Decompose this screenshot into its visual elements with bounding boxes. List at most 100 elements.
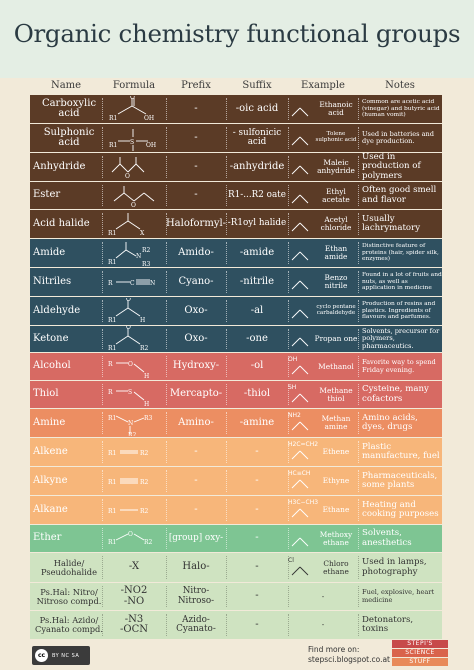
group-notes: Fuel, explosive, heart medicine <box>362 588 435 604</box>
column-divider <box>358 412 359 434</box>
group-example: Methoxy ethane <box>288 525 358 552</box>
column-divider <box>358 98 359 120</box>
example-formula-label: H3C−CH3 <box>288 499 319 506</box>
column-divider <box>358 441 359 463</box>
column-divider <box>358 185 359 206</box>
bond-line <box>115 533 129 540</box>
example-structure-icon <box>291 222 309 232</box>
amide-structure-icon: N R1 R2 R3 <box>108 242 151 266</box>
group-name: Amine <box>33 416 66 428</box>
column-divider <box>102 300 103 322</box>
example-bond <box>299 537 309 546</box>
bond-line <box>115 249 127 259</box>
alcohol-structure-icon: R O H <box>108 361 149 380</box>
alkene-structure-icon: R1 R2 <box>108 450 149 457</box>
group-example: Cl Chloro ethane <box>288 553 358 582</box>
group-example: OH Methanol <box>288 353 358 380</box>
group-example: Ethan amide <box>288 239 358 267</box>
group-suffix: -nitrile <box>239 275 275 287</box>
atom-label: C <box>130 280 135 287</box>
group-prefix: Halo- <box>182 561 210 573</box>
group-name: Halide/ Pseudohalide <box>41 557 97 577</box>
column-divider <box>288 98 289 120</box>
bond-line <box>111 163 121 173</box>
group-example: Tolene sulphonic acid <box>288 124 358 152</box>
group-example: Ethyl acetate <box>288 182 358 209</box>
blog-url[interactable]: stepsci.blogspot.co.at <box>308 655 390 665</box>
example-structure-icon <box>291 450 309 460</box>
atom-label: OH <box>144 115 154 122</box>
atom-label: R1 <box>108 345 116 352</box>
group-example: HC≡CH Ethyne <box>288 467 358 495</box>
column-divider <box>288 384 289 405</box>
column-divider <box>166 127 167 149</box>
group-formula: -NO2 -NO <box>120 585 148 607</box>
table-row: Aldehyde R1 H O Oxo- -al cyclo pentane carbald… <box>30 297 442 325</box>
example-structure: SH <box>288 384 314 406</box>
bond-line <box>133 192 145 201</box>
column-divider <box>166 356 167 377</box>
example-name: - <box>321 591 325 601</box>
bond-line <box>135 163 145 173</box>
example-name: Ethan amide <box>324 244 348 261</box>
example-name: - <box>321 620 325 630</box>
example-bond <box>299 365 309 374</box>
column-divider <box>358 127 359 149</box>
table-row: Amide N R1 R2 R3 Amido- -amide Ethan amide Disti… <box>30 239 442 267</box>
example-structure: H3C−CH3 <box>288 499 318 521</box>
group-notes: Common are acetic acid (vinegar) and but… <box>362 99 440 119</box>
group-formula: R S H <box>102 381 166 408</box>
sulphonic-acid-structure-icon: S R1 OH <box>109 129 156 151</box>
example-name: Propan one <box>314 334 358 344</box>
column-divider <box>102 614 103 636</box>
table-row: Ketone R1 R2 O Oxo- -one Propan one Solvents, p… <box>30 326 442 352</box>
table-row: Ps.Hal: Nitro/ Nitroso compd. -NO2 -NO Nit… <box>30 583 442 610</box>
atom-label: X <box>140 230 145 237</box>
column-divider <box>288 556 289 579</box>
group-example: H3C−CH3 Ethane <box>288 496 358 524</box>
example-structure-icon <box>291 136 309 146</box>
example-structure-icon <box>291 337 309 347</box>
bond-line <box>115 307 129 317</box>
column-divider <box>226 98 227 120</box>
atom-label: R1 <box>109 115 117 122</box>
example-structure-icon <box>291 479 309 489</box>
example-structure-icon <box>291 165 309 175</box>
group-prefix: [group] oxy- <box>168 532 224 543</box>
table-row: Ps.Hal: Azido/ Cyanato compd. -N3 -OCN Azi… <box>30 611 442 639</box>
bond-line <box>127 163 137 173</box>
stamp-line-2: SCIENCE <box>392 649 448 657</box>
group-prefix: Oxo- <box>184 304 208 316</box>
group-formula: N R1 R3 R2 <box>102 409 166 437</box>
example-structure <box>288 242 314 264</box>
group-name: Amide <box>33 246 66 258</box>
group-suffix: -R1oyl halide <box>227 218 287 229</box>
group-example: SH Methane thiol <box>288 381 358 408</box>
example-bond <box>299 222 309 232</box>
group-notes: Used in production of polymers <box>362 153 421 181</box>
example-structure: H2C=CH2 <box>288 441 318 463</box>
column-divider <box>226 185 227 206</box>
group-name: Ps.Hal: Azido/ Cyanato compd. <box>34 615 103 634</box>
example-structure-icon <box>291 566 309 575</box>
group-prefix: Nitro- Nitroso- <box>177 586 215 606</box>
column-divider <box>226 156 227 178</box>
table-row: Ester O - R1-...R2 oate Ethyl acetate Often g… <box>30 182 442 209</box>
example-bond <box>299 136 309 146</box>
group-example: Acetyl chloride <box>288 210 358 238</box>
atom-label: R <box>108 361 113 368</box>
group-example: cyclo pentane carbaldehyde <box>288 297 358 325</box>
example-name: Ethyl acetate <box>322 186 350 204</box>
bond-line <box>115 220 129 230</box>
ketone-structure-icon: R1 R2 O <box>108 326 149 352</box>
example-structure <box>288 528 314 550</box>
amine-structure-icon: N R1 R3 R2 <box>108 415 153 436</box>
bond-line <box>143 192 155 201</box>
group-suffix: -one <box>246 332 268 344</box>
example-bond <box>291 508 301 518</box>
bond-line <box>127 307 141 317</box>
column-divider <box>226 356 227 377</box>
group-notes: Solvents, anesthetics <box>362 528 412 548</box>
atom-label: R <box>108 280 113 287</box>
